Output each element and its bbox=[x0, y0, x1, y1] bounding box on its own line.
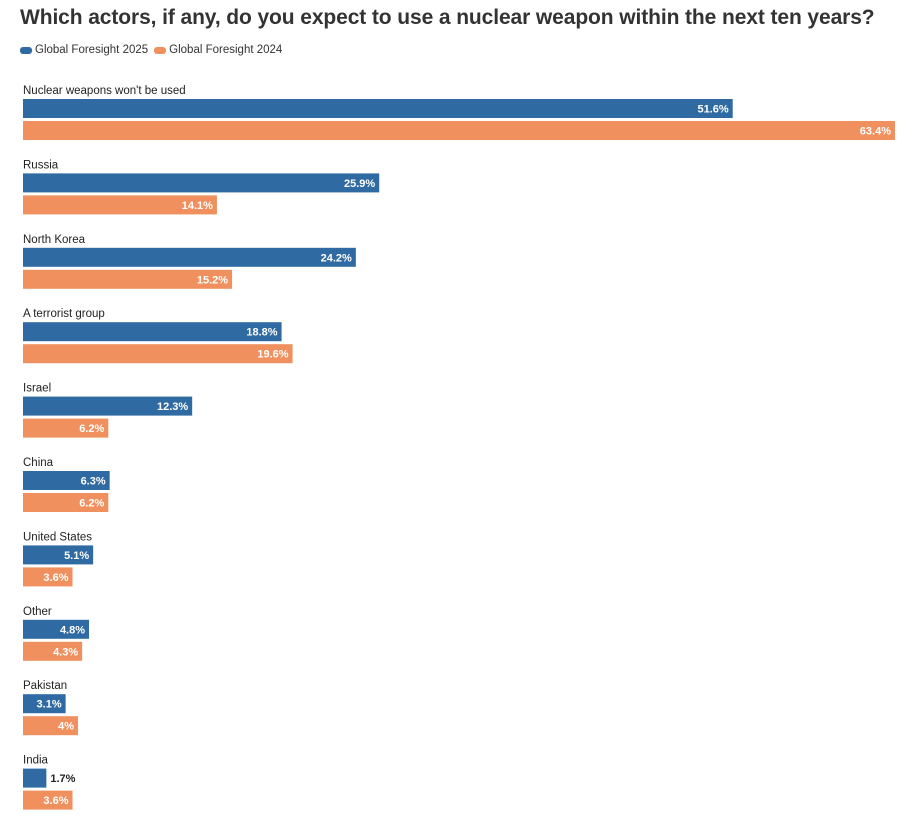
value-label-2025-united-states: 5.1% bbox=[64, 550, 89, 562]
category-label-india: India bbox=[23, 755, 49, 767]
legend-item-2025[interactable]: Global Foresight 2025 bbox=[20, 44, 148, 56]
category-label-united-states: United States bbox=[23, 531, 92, 543]
category-label-israel: Israel bbox=[23, 383, 51, 395]
category-label-russia: Russia bbox=[23, 159, 59, 171]
legend-swatch-2025 bbox=[20, 46, 32, 54]
value-label-2024-north-korea: 15.2% bbox=[197, 274, 228, 286]
bar-2024-israel[interactable] bbox=[23, 418, 109, 438]
category-label-other: Other bbox=[23, 606, 52, 618]
chart-title: Which actors, if any, do you expect to u… bbox=[20, 6, 875, 29]
value-label-2025-a-terrorist-group: 18.8% bbox=[246, 327, 277, 339]
bar-2025-united-states[interactable] bbox=[23, 545, 94, 565]
category-label-north-korea: North Korea bbox=[23, 234, 86, 246]
category-label-china: China bbox=[23, 457, 54, 469]
value-label-2025-russia: 25.9% bbox=[344, 178, 375, 190]
bar-2024-nuclear-weapons-won-t-be-used[interactable] bbox=[23, 121, 895, 140]
bar-2025-india[interactable] bbox=[23, 768, 47, 788]
value-label-2025-india: 1.7% bbox=[50, 773, 75, 785]
value-label-2025-north-korea: 24.2% bbox=[321, 252, 352, 264]
bar-2024-india[interactable] bbox=[23, 790, 73, 810]
bar-2025-russia[interactable] bbox=[23, 173, 380, 193]
bar-2024-russia[interactable] bbox=[23, 195, 217, 215]
category-label-pakistan: Pakistan bbox=[23, 680, 67, 692]
value-label-2024-russia: 14.1% bbox=[182, 200, 213, 212]
value-label-2024-a-terrorist-group: 19.6% bbox=[257, 349, 288, 361]
bar-2024-a-terrorist-group[interactable] bbox=[23, 344, 293, 364]
value-label-2024-israel: 6.2% bbox=[79, 423, 104, 435]
bar-2025-pakistan[interactable] bbox=[23, 694, 66, 714]
value-label-2025-china: 6.3% bbox=[81, 476, 106, 488]
value-label-2025-other: 4.8% bbox=[60, 624, 85, 636]
category-label-nuclear-weapons-won-t-be-used: Nuclear weapons won't be used bbox=[23, 85, 186, 97]
bar-2024-pakistan[interactable] bbox=[23, 716, 79, 736]
legend-swatch-2024 bbox=[154, 46, 167, 54]
legend-item-2024[interactable]: Global Foresight 2024 bbox=[154, 44, 282, 56]
bar-2025-nuclear-weapons-won-t-be-used[interactable] bbox=[23, 99, 733, 118]
bar-2024-other[interactable] bbox=[23, 641, 83, 661]
value-label-2024-united-states: 3.6% bbox=[43, 572, 68, 584]
bar-2025-china[interactable] bbox=[23, 471, 110, 490]
value-label-2024-india: 3.6% bbox=[43, 795, 68, 807]
value-label-2024-pakistan: 4% bbox=[58, 721, 74, 733]
bar-2024-china[interactable] bbox=[23, 493, 109, 512]
value-label-2025-nuclear-weapons-won-t-be-used: 51.6% bbox=[698, 104, 729, 116]
legend-label-2025: Global Foresight 2025 bbox=[35, 44, 149, 56]
bar-2024-united-states[interactable] bbox=[23, 567, 73, 587]
bar-2025-israel[interactable] bbox=[23, 396, 193, 416]
value-label-2025-pakistan: 3.1% bbox=[37, 699, 62, 711]
legend: Global Foresight 2025 Global Foresight 2… bbox=[20, 44, 288, 56]
value-label-2024-other: 4.3% bbox=[53, 646, 78, 658]
value-label-2025-israel: 12.3% bbox=[157, 401, 188, 413]
legend-label-2024: Global Foresight 2024 bbox=[169, 44, 283, 56]
bar-2025-other[interactable] bbox=[23, 619, 90, 639]
value-label-2024-nuclear-weapons-won-t-be-used: 63.4% bbox=[860, 126, 891, 138]
bar-2025-a-terrorist-group[interactable] bbox=[23, 322, 282, 342]
value-label-2024-china: 6.2% bbox=[79, 498, 104, 510]
category-label-a-terrorist-group: A terrorist group bbox=[23, 308, 105, 320]
bar-2025-north-korea[interactable] bbox=[23, 247, 356, 267]
bar-2024-north-korea[interactable] bbox=[23, 269, 233, 289]
